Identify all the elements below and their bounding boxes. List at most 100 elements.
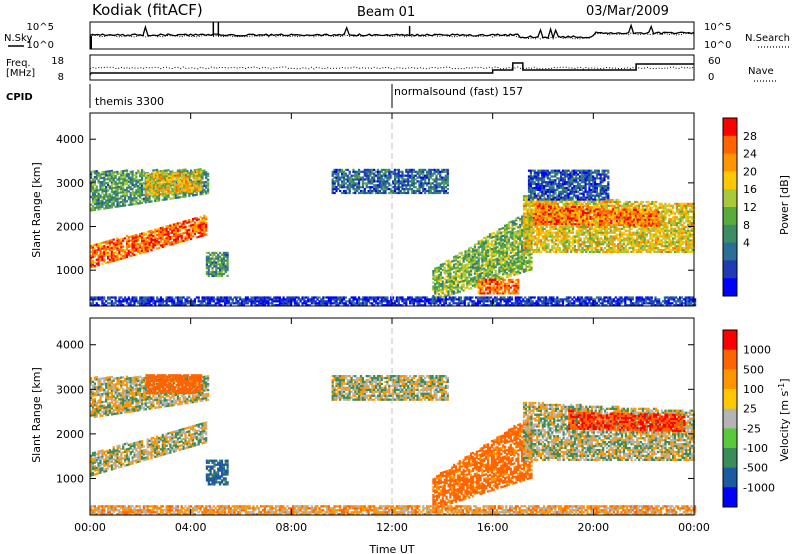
power-echo-cell <box>460 265 463 268</box>
power-echo-cell <box>144 244 147 247</box>
power-echo-cell <box>519 229 522 232</box>
power-echo-cell <box>160 189 163 192</box>
power-echo-cell <box>454 287 458 291</box>
power-echo-cell <box>361 186 364 189</box>
power-echo-cell <box>182 232 185 235</box>
power-echo-cell <box>526 233 529 236</box>
power-echo-cell <box>464 250 467 253</box>
power-echo-cell <box>477 240 480 243</box>
power-echo-cell <box>524 225 527 228</box>
power-echo-cell <box>590 225 593 228</box>
power-echo-cell <box>156 173 159 177</box>
power-echo-cell <box>519 241 522 244</box>
power-echo-cell <box>590 233 593 236</box>
power-echo-cell <box>224 253 227 256</box>
power-echo-cell <box>490 269 493 272</box>
power-echo-cell <box>144 248 147 251</box>
power-echo-cell <box>173 233 176 236</box>
power-echo-cell <box>162 175 165 178</box>
power-echo-cell <box>443 170 446 173</box>
power-echo-cell <box>180 195 183 199</box>
power-echo-cell <box>488 233 492 236</box>
power-echo-cell <box>600 200 603 204</box>
power-echo-cell <box>613 204 616 207</box>
power-echo-cell <box>405 186 408 189</box>
power-echo-cell <box>90 184 93 187</box>
power-echo-cell <box>93 261 96 264</box>
power-echo-cell <box>588 229 592 232</box>
power-echo-cell <box>125 188 129 191</box>
power-echo-cell <box>475 277 478 280</box>
power-echo-cell <box>331 174 334 177</box>
power-echo-cell <box>570 202 573 205</box>
power-echo-cell <box>587 239 590 242</box>
power-echo-cell <box>97 262 100 265</box>
power-echo-cell <box>511 260 514 263</box>
power-echo-cell <box>358 174 361 177</box>
power-echo-cell <box>181 189 184 192</box>
power-echo-cell <box>376 170 380 173</box>
power-echo-cell <box>602 231 605 234</box>
power-echo-cell <box>481 260 484 263</box>
power-echo-cell <box>545 250 548 253</box>
power-echo-cell <box>350 182 353 185</box>
power-echo-cell <box>604 200 607 204</box>
power-echo-cell <box>125 246 129 249</box>
power-echo-cell <box>538 197 541 200</box>
power-echo-cell <box>504 272 507 275</box>
power-echo-cell <box>93 178 96 181</box>
nsearch-trace <box>89 32 695 40</box>
power-echo-cell <box>617 204 620 207</box>
power-echo-cell <box>114 186 117 189</box>
power-echo-cell <box>532 200 535 204</box>
power-echo-cell <box>101 259 104 262</box>
power-echo-cell <box>118 240 121 243</box>
power-echo-cell <box>131 201 134 204</box>
power-echo-cell <box>424 174 427 177</box>
power-echo-cell <box>190 183 193 186</box>
power-echo-cell <box>490 288 493 291</box>
power-echo-cell <box>470 265 473 269</box>
power-echo-cell <box>498 268 501 271</box>
power-echo-cell <box>203 173 206 176</box>
power-echo-cell <box>464 265 467 268</box>
power-echo-cell <box>159 170 162 173</box>
power-echo-cell <box>190 179 193 182</box>
power-echo-cell <box>151 174 154 177</box>
power-echo-cell <box>184 220 187 223</box>
power-echo-cell <box>521 221 524 224</box>
power-echo-cell <box>587 233 590 236</box>
power-echo-cell <box>468 255 471 258</box>
power-echo-cell <box>135 243 138 246</box>
power-echo-cell <box>217 253 220 256</box>
power-echo-cell <box>639 214 643 217</box>
power-echo-cell <box>583 225 586 228</box>
power-echo-cell <box>449 272 452 275</box>
power-echo-cell <box>393 172 397 175</box>
power-echo-cell <box>414 174 417 177</box>
power-echo-cell <box>186 170 189 173</box>
power-echo-cell <box>388 184 391 187</box>
power-echo-cell <box>538 227 541 230</box>
power-echo-cell <box>188 192 191 196</box>
power-echo-cell <box>507 254 510 257</box>
power-echo-cell <box>116 241 119 244</box>
power-echo-cell <box>177 189 180 192</box>
power-echo-cell <box>175 187 178 190</box>
power-echo-cell <box>521 269 524 272</box>
power-echo-cell <box>201 181 204 184</box>
power-echo-cell <box>622 243 626 246</box>
power-echo-cell <box>590 241 593 244</box>
power-echo-cell <box>519 271 522 274</box>
power-echo-cell <box>376 188 380 191</box>
power-echo-cell <box>626 229 629 232</box>
power-echo-cell <box>219 265 222 268</box>
power-echo-cell <box>114 247 117 250</box>
power-echo-cell <box>201 230 204 233</box>
power-echo-cell <box>564 231 567 234</box>
power-echo-cell <box>571 239 575 242</box>
power-echo-cell <box>124 250 127 253</box>
power-echo-cell <box>579 229 582 232</box>
power-echo-cell <box>571 237 575 240</box>
power-echo-cell <box>645 216 648 219</box>
